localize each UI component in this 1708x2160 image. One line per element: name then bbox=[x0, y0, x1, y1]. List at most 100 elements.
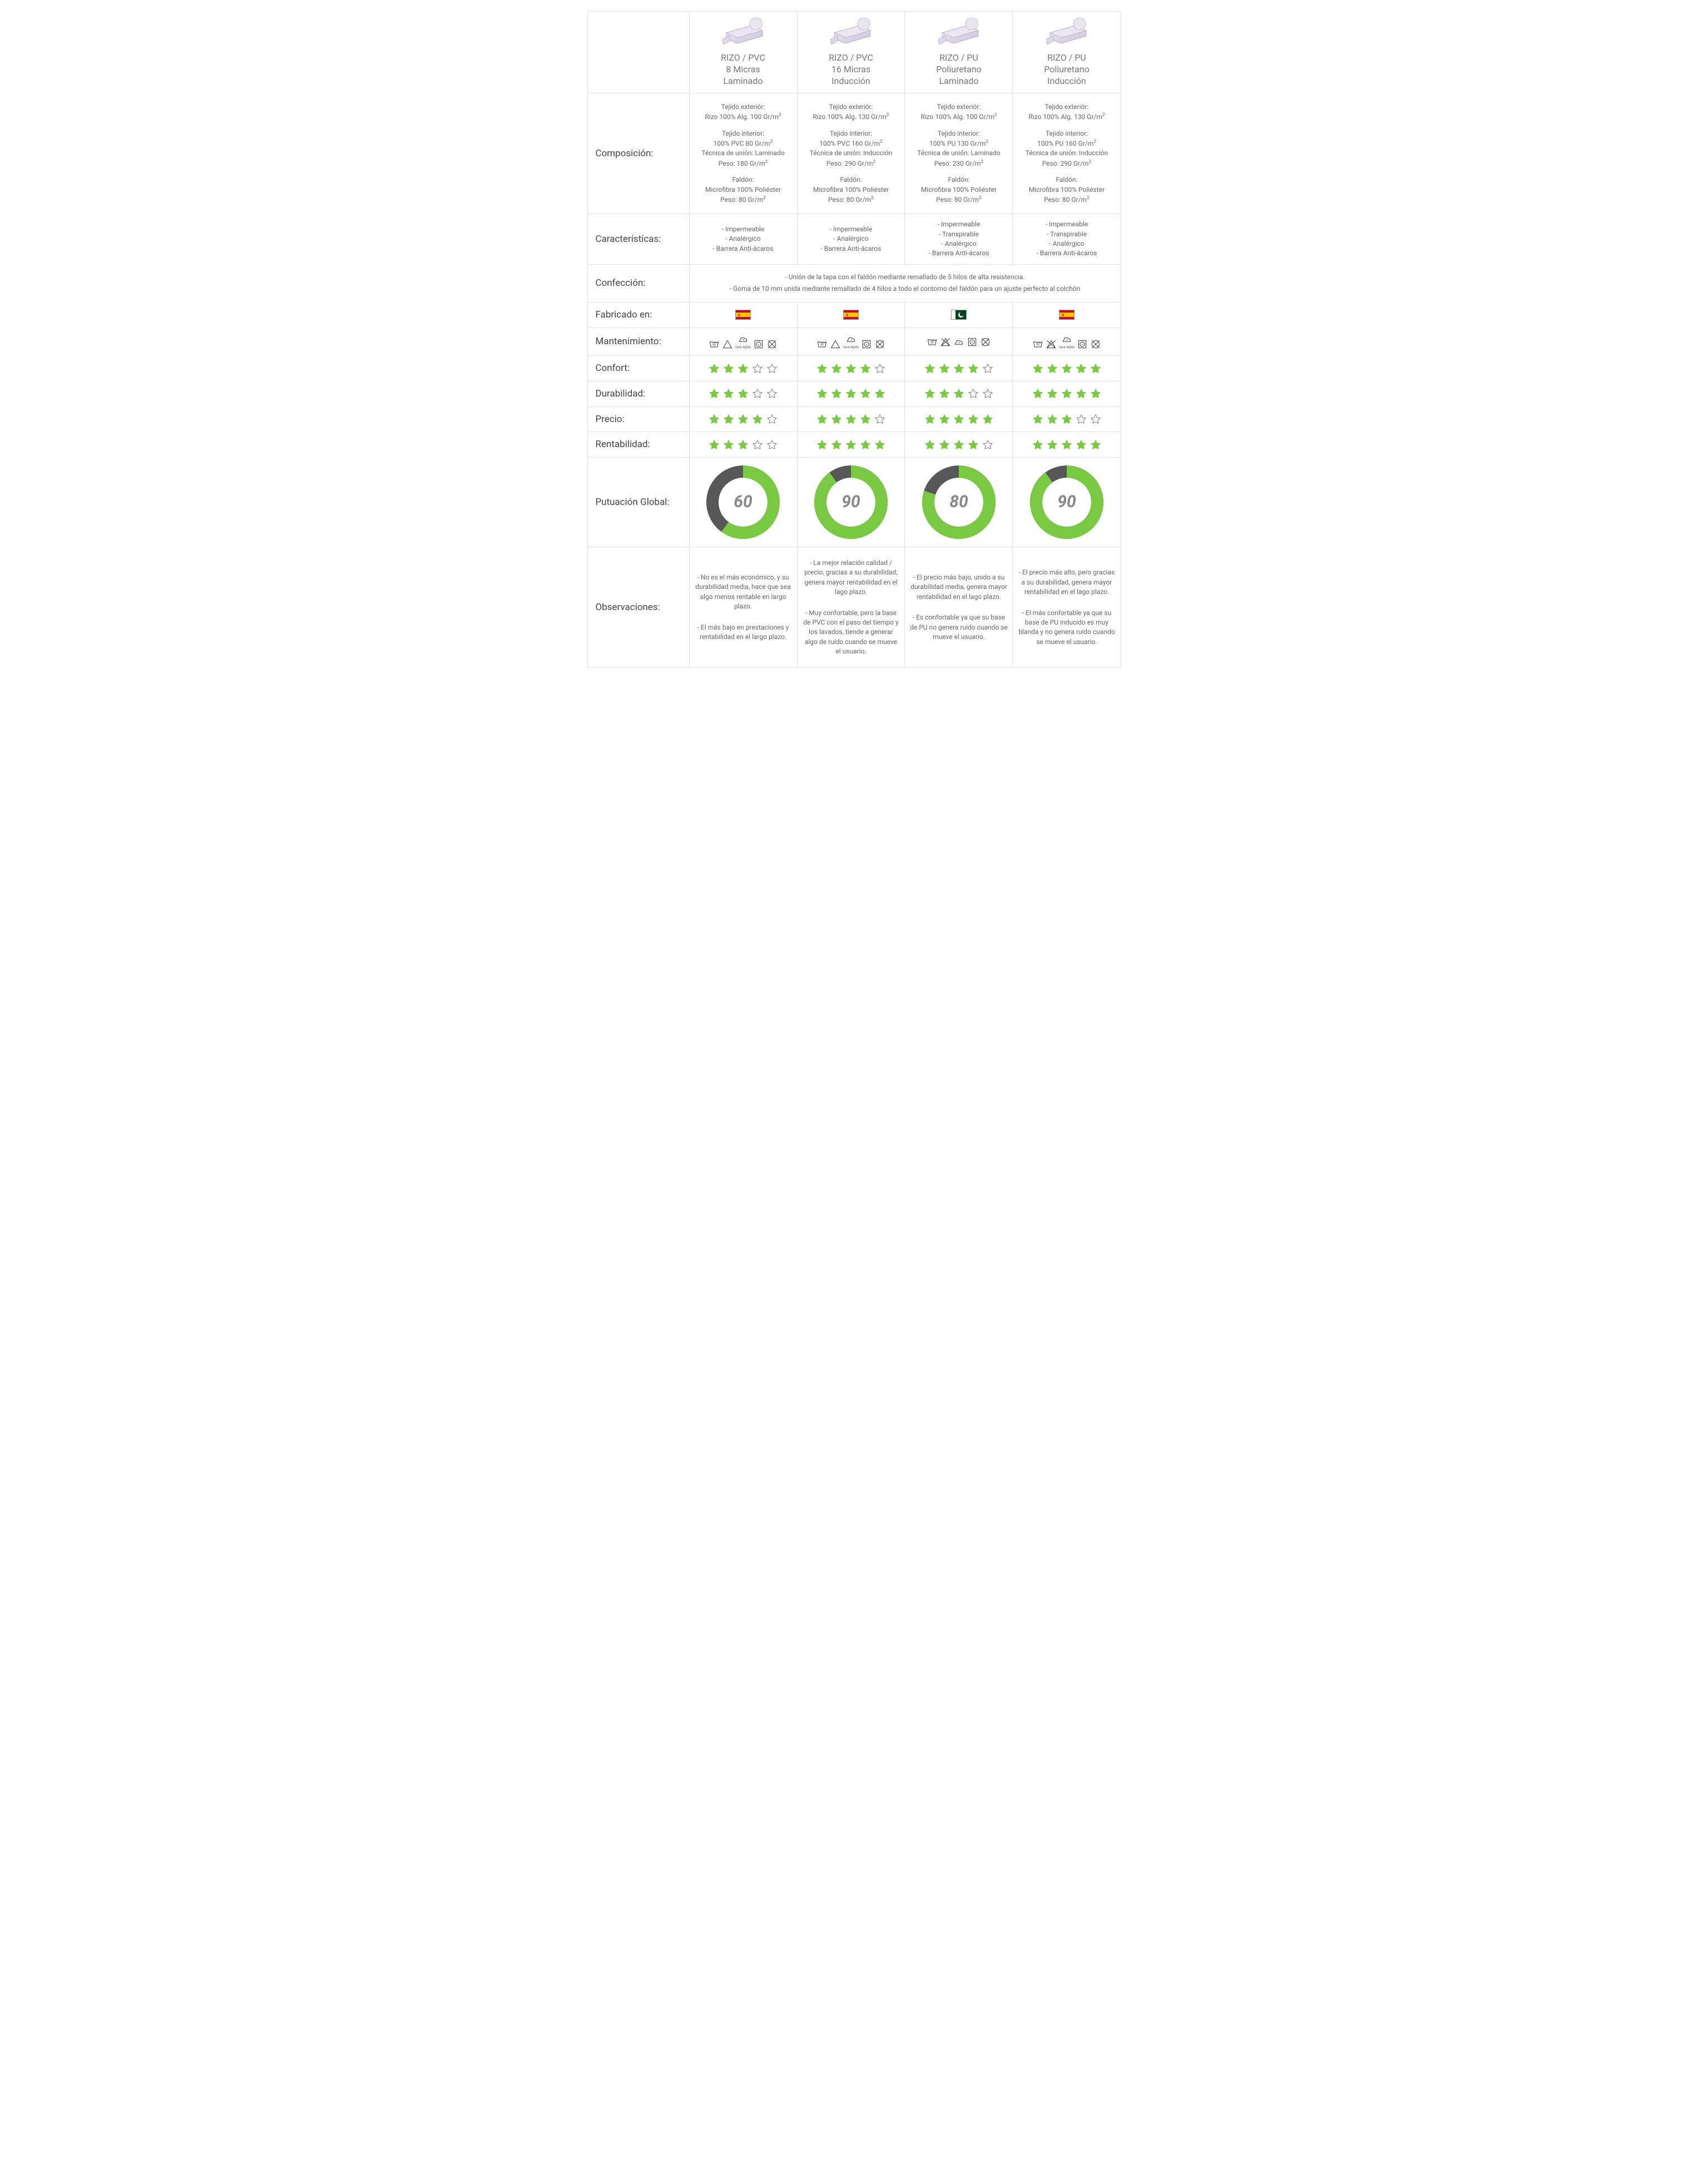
caract-1: - Impermeable- Analérgico- Barrera Anti-… bbox=[797, 214, 905, 264]
rentabilidad-1 bbox=[797, 432, 905, 457]
label-confort: Confort: bbox=[588, 356, 689, 381]
composicion-1: Tejido exteriór:Rizo 100% Alg. 130 Gr/m2… bbox=[797, 93, 905, 214]
star-rating bbox=[1032, 414, 1101, 425]
row-confeccion: Confección: - Unión de la tapa con el fa… bbox=[588, 264, 1121, 302]
star-rating bbox=[924, 388, 993, 399]
care-icons: 60 bbox=[927, 336, 991, 348]
row-rentabilidad: Rentabilidad: bbox=[588, 432, 1121, 457]
flag-2 bbox=[904, 303, 1012, 328]
flag-icon bbox=[951, 310, 967, 320]
obs-2: - El precio más bajo, unido a su durabil… bbox=[904, 547, 1012, 668]
care-icons: 60 cara tejido bbox=[709, 334, 778, 350]
star-rating bbox=[924, 439, 993, 450]
svg-text:95: 95 bbox=[1036, 344, 1039, 347]
star-rating bbox=[1032, 388, 1101, 399]
precio-2 bbox=[904, 407, 1012, 432]
star-rating bbox=[1032, 363, 1101, 374]
caract-3: - Impermeable- Transpirable- Analérgico-… bbox=[1012, 214, 1120, 264]
label-composicion: Composición: bbox=[588, 93, 689, 214]
flag-1 bbox=[797, 303, 905, 328]
star-rating bbox=[924, 414, 993, 425]
row-confort: Confort: bbox=[588, 355, 1121, 381]
row-durabilidad: Durabilidad: bbox=[588, 381, 1121, 407]
rentabilidad-3 bbox=[1012, 432, 1120, 457]
global-3: 90 bbox=[1012, 458, 1120, 547]
product-title-3: RIZO / PUPoliuretanoInducción bbox=[1044, 52, 1089, 87]
mattress-icon bbox=[826, 17, 876, 48]
header-empty-cell bbox=[588, 12, 689, 93]
composicion-0: Tejido exteriór:Rizo 100% Alg. 100 Gr/m2… bbox=[689, 93, 797, 214]
care-1: 95 cara tejido bbox=[797, 328, 905, 356]
product-title-0: RIZO / PVC8 MicrasLaminado bbox=[721, 52, 765, 87]
flag-0 bbox=[689, 303, 797, 328]
svg-text:95: 95 bbox=[820, 344, 824, 347]
label-caracteristicas: Características: bbox=[588, 214, 689, 264]
star-rating bbox=[709, 414, 778, 425]
donut-value: 90 bbox=[1028, 463, 1106, 541]
star-rating bbox=[709, 363, 778, 374]
care-3: 95 cara tejido bbox=[1012, 328, 1120, 356]
mattress-icon bbox=[718, 17, 768, 48]
obs-3: - El precio más alto, pero gracias a su … bbox=[1012, 547, 1120, 668]
durabilidad-1 bbox=[797, 382, 905, 407]
durabilidad-3 bbox=[1012, 382, 1120, 407]
confeccion-text: - Unión de la tapa con el faldón mediant… bbox=[689, 265, 1121, 302]
star-rating bbox=[816, 363, 885, 374]
flag-icon bbox=[1059, 310, 1075, 320]
svg-text:60: 60 bbox=[712, 344, 716, 347]
product-header-3: RIZO / PUPoliuretanoInducción bbox=[1012, 12, 1120, 93]
precio-1 bbox=[797, 407, 905, 432]
donut-value: 90 bbox=[812, 463, 890, 541]
row-precio: Precio: bbox=[588, 407, 1121, 432]
flag-icon bbox=[843, 310, 859, 320]
care-0: 60 cara tejido bbox=[689, 328, 797, 356]
mattress-icon bbox=[934, 17, 984, 48]
row-fabricado: Fabricado en: bbox=[588, 302, 1121, 328]
row-observaciones: Observaciones: - No es el más económico,… bbox=[588, 547, 1121, 668]
star-rating bbox=[709, 388, 778, 399]
global-0: 60 bbox=[689, 458, 797, 547]
caract-2: - Impermeable- Transpirable- Analérgico-… bbox=[904, 214, 1012, 264]
donut-chart: 80 bbox=[920, 463, 998, 541]
mattress-icon bbox=[1042, 17, 1092, 48]
star-rating bbox=[1032, 439, 1101, 450]
label-observaciones: Observaciones: bbox=[588, 547, 689, 668]
obs-0: - No es el más económico, y su durabilid… bbox=[689, 547, 797, 668]
label-fabricado: Fabricado en: bbox=[588, 303, 689, 328]
star-rating bbox=[816, 439, 885, 450]
composicion-3: Tejido exteriór:Rizo 100% Alg. 130 Gr/m2… bbox=[1012, 93, 1120, 214]
global-2: 80 bbox=[904, 458, 1012, 547]
label-global: Putuación Global: bbox=[588, 458, 689, 547]
precio-0 bbox=[689, 407, 797, 432]
donut-value: 60 bbox=[704, 463, 782, 541]
composicion-2: Tejido exteriór:Rizo 100% Alg. 100 Gr/m2… bbox=[904, 93, 1012, 214]
product-title-2: RIZO / PUPoliuretanoLaminado bbox=[936, 52, 981, 87]
precio-3 bbox=[1012, 407, 1120, 432]
confort-0 bbox=[689, 356, 797, 381]
caract-0: - Impermeable- Analérgico- Barrera Anti-… bbox=[689, 214, 797, 264]
product-title-1: RIZO / PVC16 MicrasInducción bbox=[829, 52, 873, 87]
confort-1 bbox=[797, 356, 905, 381]
product-header-0: RIZO / PVC8 MicrasLaminado bbox=[689, 12, 797, 93]
rentabilidad-0 bbox=[689, 432, 797, 457]
durabilidad-2 bbox=[904, 382, 1012, 407]
confort-3 bbox=[1012, 356, 1120, 381]
row-composicion: Composición: Tejido exteriór:Rizo 100% A… bbox=[588, 93, 1121, 214]
header-row: RIZO / PVC8 MicrasLaminado RIZO / PVC16 … bbox=[588, 12, 1121, 93]
comparison-table: RIZO / PVC8 MicrasLaminado RIZO / PVC16 … bbox=[587, 11, 1121, 668]
global-1: 90 bbox=[797, 458, 905, 547]
label-confeccion: Confección: bbox=[588, 265, 689, 302]
care-icons: 95 cara tejido bbox=[816, 334, 885, 350]
star-rating bbox=[924, 363, 993, 374]
rentabilidad-2 bbox=[904, 432, 1012, 457]
svg-text:60: 60 bbox=[930, 341, 934, 344]
flag-3 bbox=[1012, 303, 1120, 328]
row-mantenimiento: Mantenimiento: 60 cara tejido 95 cara te… bbox=[588, 328, 1121, 356]
row-caracteristicas: Características: - Impermeable- Analérgi… bbox=[588, 214, 1121, 264]
durabilidad-0 bbox=[689, 382, 797, 407]
donut-chart: 90 bbox=[1028, 463, 1106, 541]
donut-chart: 90 bbox=[812, 463, 890, 541]
star-rating bbox=[816, 388, 885, 399]
star-rating bbox=[816, 414, 885, 425]
confort-2 bbox=[904, 356, 1012, 381]
